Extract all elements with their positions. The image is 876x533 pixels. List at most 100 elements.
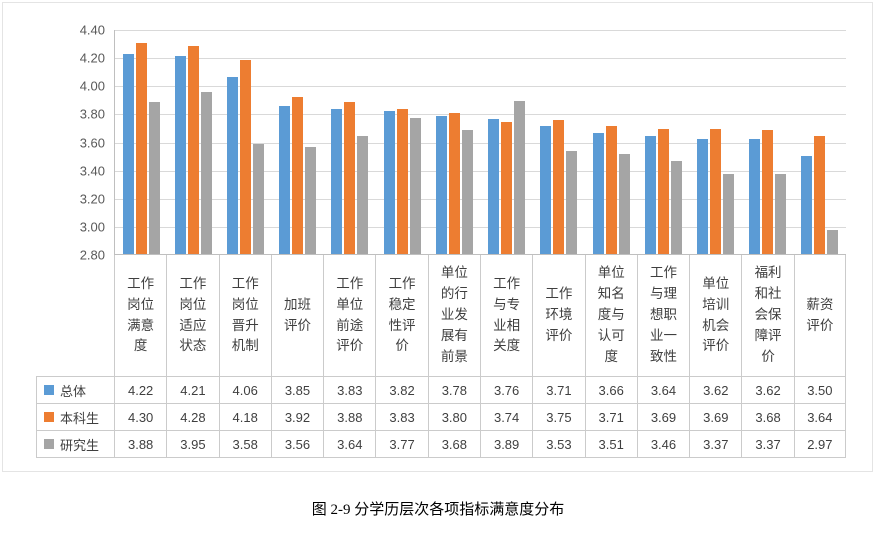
table-value-cell: 4.21 <box>166 377 219 404</box>
bar-group <box>689 30 741 254</box>
bar-总体 <box>174 55 186 254</box>
bar-group <box>742 30 794 254</box>
table-value-cell: 3.88 <box>114 431 167 458</box>
y-axis-tick: 3.00 <box>79 219 105 235</box>
category-label: 单位培训机会评价 <box>689 255 742 377</box>
table-value-cell: 3.66 <box>584 377 637 404</box>
bar-group <box>115 30 167 254</box>
table-value-cell: 3.68 <box>741 404 794 431</box>
table-value-cell: 3.64 <box>323 431 376 458</box>
legend-swatch-icon <box>44 439 54 449</box>
bar-group <box>272 30 324 254</box>
table-value-cell: 3.78 <box>427 377 480 404</box>
y-axis-tick: 3.60 <box>79 135 105 150</box>
table-value-cell: 4.28 <box>166 404 219 431</box>
category-label: 工作岗位满意度 <box>114 255 167 377</box>
gridline <box>115 58 846 60</box>
legend-label: 总体 <box>60 383 87 399</box>
table-value-cell: 3.83 <box>375 404 428 431</box>
table-value-cell: 3.88 <box>323 404 376 431</box>
bar-本科生 <box>292 96 304 254</box>
bar-总体 <box>644 135 656 254</box>
bar-研究生 <box>670 161 682 254</box>
table-value-cell: 3.62 <box>689 377 742 404</box>
gridline <box>115 198 846 200</box>
table-value-cell: 3.56 <box>270 431 324 458</box>
category-label-text: 工作岗位适应状态 <box>179 275 207 354</box>
bar-研究生 <box>305 147 317 254</box>
bar-总体 <box>227 76 239 254</box>
bar-研究生 <box>253 144 265 254</box>
bar-本科生 <box>657 128 669 254</box>
table-value-cell: 4.06 <box>218 377 271 404</box>
bar-group <box>481 30 533 254</box>
bar-总体 <box>540 126 552 254</box>
bar-group <box>428 30 480 254</box>
category-label-text: 福利和社会保障评价 <box>754 265 782 364</box>
legend-label: 本科生 <box>60 410 100 426</box>
y-axis-tick: 3.40 <box>79 163 105 179</box>
category-label: 工作岗位适应状态 <box>166 255 219 377</box>
table-value-cell: 4.22 <box>114 377 167 404</box>
table-value-cell: 3.80 <box>427 404 480 431</box>
category-label: 加班评价 <box>270 255 324 377</box>
category-label-text: 工作与专业相关度 <box>493 275 521 354</box>
table-value-cell: 4.30 <box>114 404 167 431</box>
y-axis-tick: 4.20 <box>79 50 105 66</box>
category-label-text: 工作稳定性评价 <box>388 275 416 354</box>
plot-area <box>114 30 846 255</box>
bar-总体 <box>435 116 447 254</box>
bar-研究生 <box>200 92 212 254</box>
legend-key-研究生: 研究生 <box>36 431 114 458</box>
table-value-cell: 3.76 <box>479 377 533 404</box>
category-label: 工作岗位晋升机制 <box>218 255 271 377</box>
bar-group <box>533 30 585 254</box>
category-label: 福利和社会保障评价 <box>741 255 794 377</box>
bar-研究生 <box>618 154 630 254</box>
bar-总体 <box>697 138 709 254</box>
bar-研究生 <box>148 102 160 254</box>
gridline <box>115 114 846 116</box>
bar-group <box>167 30 219 254</box>
bar-总体 <box>279 106 291 254</box>
legend-swatch-icon <box>44 412 54 422</box>
table-value-cell: 3.68 <box>427 431 480 458</box>
gridline <box>115 86 846 88</box>
bar-本科生 <box>605 126 617 254</box>
bar-本科生 <box>762 130 774 254</box>
gridline <box>115 30 846 31</box>
bar-研究生 <box>566 151 578 254</box>
table-value-cell: 3.50 <box>793 377 846 404</box>
category-label-text: 工作与理想职业一致性 <box>649 265 677 364</box>
table-value-cell: 3.51 <box>584 431 637 458</box>
category-label: 薪资评价 <box>793 255 846 377</box>
category-label-text: 单位知名度与认可度 <box>597 265 625 364</box>
bar-本科生 <box>240 59 252 254</box>
figure-caption: 图 2-9 分学历层次各项指标满意度分布 <box>311 502 565 518</box>
category-label: 工作与专业相关度 <box>479 255 533 377</box>
bar-本科生 <box>501 121 513 254</box>
gridline <box>115 226 846 228</box>
table-value-cell: 3.37 <box>741 431 794 458</box>
category-label-text: 工作岗位晋升机制 <box>231 275 259 354</box>
category-label-text: 单位培训机会评价 <box>702 275 730 354</box>
table-value-cell: 4.18 <box>218 404 271 431</box>
table-corner-cell <box>36 255 114 377</box>
gridline <box>115 142 846 144</box>
bar-group <box>324 30 376 254</box>
table-value-cell: 3.71 <box>532 377 585 404</box>
table-value-cell: 3.46 <box>636 431 690 458</box>
table-value-cell: 3.95 <box>166 431 219 458</box>
table-value-cell: 3.83 <box>323 377 376 404</box>
table-value-cell: 3.37 <box>689 431 742 458</box>
category-label-text: 工作单位前途评价 <box>336 275 364 354</box>
category-label: 工作与理想职业一致性 <box>636 255 690 377</box>
bar-研究生 <box>461 130 473 254</box>
bar-研究生 <box>514 100 526 254</box>
table-value-cell: 3.82 <box>375 377 428 404</box>
bar-本科生 <box>814 135 826 254</box>
bar-chart: 4.40 4.20 4.00 3.80 3.60 3.40 3.20 3.00 2.80 工作岗… <box>36 23 846 458</box>
bar-研究生 <box>409 117 421 254</box>
bar-group <box>794 30 846 254</box>
bar-总体 <box>592 133 604 254</box>
